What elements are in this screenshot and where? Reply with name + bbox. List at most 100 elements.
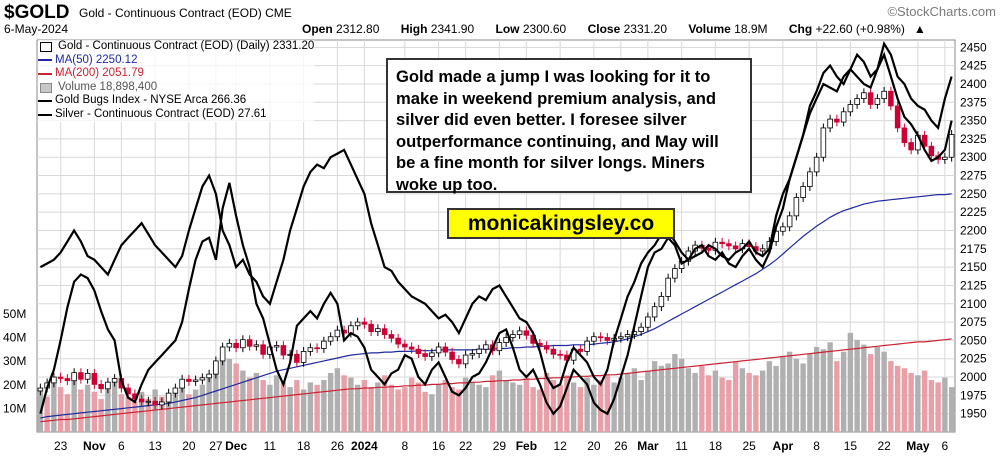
volume-bar: [44, 396, 50, 432]
volume-bar: [759, 370, 766, 432]
candle-body: [807, 171, 813, 187]
time-tick-label: 16: [432, 439, 446, 453]
price-tick-label: 1975: [960, 388, 987, 402]
volume-bar: [435, 384, 442, 432]
candle-body: [462, 354, 469, 365]
candle-body: [800, 186, 806, 198]
candle-body: [429, 352, 435, 357]
volume-bar: [894, 365, 901, 432]
time-tick-label: Feb: [516, 439, 537, 453]
time-tick-label: Apr: [773, 439, 794, 453]
volume-bar: [78, 389, 84, 432]
candle-body: [516, 330, 523, 335]
volume-bar: [800, 363, 806, 432]
candle-body: [64, 378, 71, 382]
candle-body: [381, 328, 388, 335]
volume-bar: [84, 384, 91, 432]
volume-bar: [240, 370, 246, 432]
volume-bar: [874, 346, 881, 432]
candle-body: [732, 245, 739, 250]
volume-bar: [381, 375, 388, 432]
candle-body: [510, 334, 516, 338]
volume-bar: [246, 377, 253, 432]
volume-bar: [672, 354, 678, 432]
volume-bar: [692, 372, 698, 432]
volume-bar: [273, 375, 280, 432]
candle-body: [604, 337, 611, 341]
candle-body: [597, 336, 604, 339]
time-tick-label: 23: [54, 439, 68, 453]
volume-bar: [213, 365, 219, 432]
legend-volume: Volume 18,898,400: [38, 81, 314, 95]
volume-tick-label: 50M: [3, 307, 26, 321]
time-tick-label: 2024: [351, 439, 378, 453]
candle-body: [638, 326, 644, 333]
candle-body: [577, 348, 584, 352]
volume-bar: [125, 396, 131, 432]
volume-bar: [942, 377, 948, 432]
volume-bar: [294, 380, 300, 432]
price-tick-label: 2325: [960, 132, 987, 146]
volume-bar: [638, 380, 644, 432]
price-tick-label: 2400: [960, 77, 987, 91]
volume-bar: [152, 389, 158, 432]
volume-bar: [267, 384, 273, 432]
candle-body: [874, 98, 881, 105]
price-tick-label: 2125: [960, 278, 987, 292]
exchange-text: CME: [265, 6, 292, 20]
candle-body: [449, 351, 455, 360]
candle-body: [307, 347, 314, 352]
close-quote: Close 2331.20: [587, 22, 667, 36]
volume-bar: [462, 377, 469, 432]
candle-body: [280, 345, 287, 356]
candle-body: [726, 243, 732, 247]
candle-body: [442, 346, 449, 353]
time-tick-label: 18: [297, 439, 311, 453]
candle-body: [881, 90, 887, 100]
volume-bar: [813, 346, 820, 432]
volume-bar: [753, 375, 759, 432]
time-tick-label: 22: [877, 439, 891, 453]
candle-body: [584, 340, 590, 352]
time-tick-label: 18: [709, 439, 723, 453]
candle-body: [388, 334, 395, 339]
volume-bar: [429, 394, 435, 432]
candle-body: [942, 156, 948, 160]
candle-body: [496, 342, 503, 352]
low-quote: Low 2300.60: [495, 22, 567, 36]
volume-bar: [712, 370, 719, 432]
volume-bar: [456, 389, 462, 432]
candle-body: [152, 400, 158, 406]
promo-banner[interactable]: monicakingsley.co: [447, 208, 675, 239]
volume-bar: [651, 361, 658, 432]
legend-ma200: MA(200) 2051.79: [38, 67, 314, 81]
time-tick-label: 13: [148, 439, 162, 453]
volume-bar: [915, 375, 921, 432]
volume-bar: [375, 382, 381, 432]
volume-bar: [854, 339, 860, 432]
volume-bar: [732, 361, 739, 432]
volume-bar: [523, 377, 530, 432]
volume-bar: [300, 389, 307, 432]
time-tick-label: 29: [493, 439, 507, 453]
price-tick-label: 2425: [960, 59, 987, 73]
candle-body: [651, 306, 658, 318]
candle-body: [51, 376, 57, 384]
volume-bar: [530, 387, 536, 432]
candle-icon: [40, 41, 52, 52]
volume-bar: [793, 358, 800, 432]
candle-body: [186, 378, 192, 382]
price-tick-label: 2100: [960, 297, 987, 311]
candle-body: [476, 348, 482, 354]
volume-bar: [570, 382, 577, 432]
candle-body: [57, 376, 64, 379]
volume-bar: [921, 370, 928, 432]
volume-bar: [287, 387, 293, 432]
candle-body: [820, 127, 827, 158]
volume-bar: [861, 344, 867, 432]
change-quote: Chg +22.60 (+0.98%) ▲: [788, 22, 926, 36]
price-tick-label: 2175: [960, 242, 987, 256]
volume-bar: [888, 361, 894, 432]
chart-date: 6-May-2024: [4, 22, 69, 36]
volume-bar: [550, 380, 557, 432]
